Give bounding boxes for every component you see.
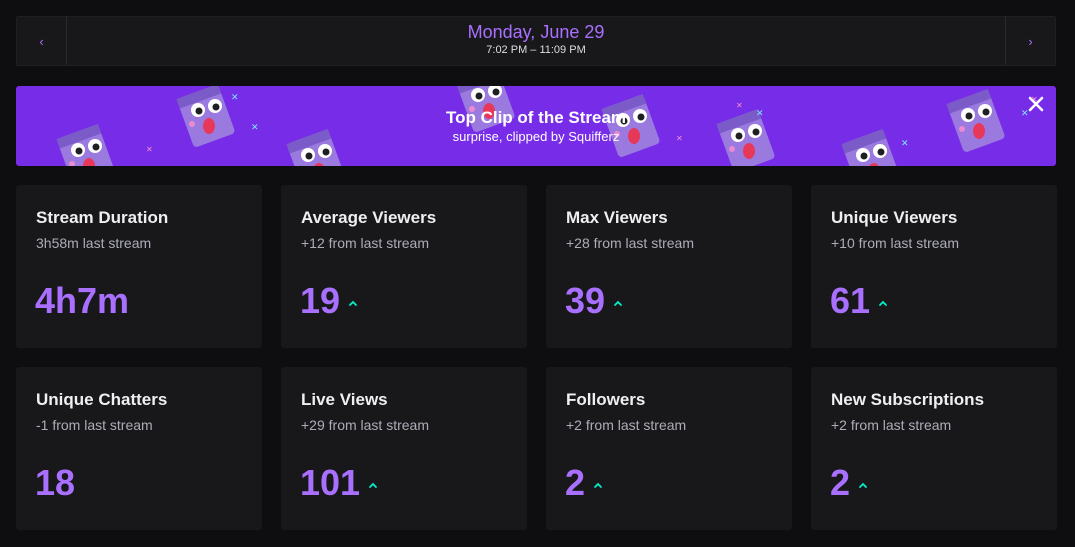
stat-comparison: +2 from last stream — [831, 417, 952, 433]
stat-comparison: +2 from last stream — [566, 417, 687, 433]
stat-value-row: 18 — [35, 461, 75, 505]
stat-value: 18 — [35, 462, 76, 503]
stat-value: 39 — [565, 280, 606, 321]
stat-title: Unique Chatters — [36, 390, 168, 409]
stat-value: 19 — [300, 280, 341, 321]
top-clip-info: Top Clip of the Stream surprise, clipped… — [16, 108, 1056, 146]
stat-title: Average Viewers — [301, 208, 437, 227]
banner-mascot-art: ✕ ✕ ✕ ✕ ✕ ✕ ✕ ✕ ✕ — [56, 86, 1038, 166]
trend-up-icon — [859, 482, 867, 488]
stat-comparison: +12 from last stream — [301, 235, 429, 251]
top-clip-banner[interactable]: ✕ ✕ ✕ ✕ ✕ ✕ ✕ ✕ ✕ Top Clip of the Stream… — [16, 86, 1056, 166]
stream-date: Monday, June 29 7:02 PM – 11:09 PM — [67, 17, 1005, 65]
stat-card: Stream Duration 3h58m last stream 4h7m — [16, 185, 262, 348]
stat-comparison: +29 from last stream — [301, 417, 429, 433]
stream-time-range: 7:02 PM – 11:09 PM — [486, 44, 586, 56]
top-clip-subtitle: surprise, clipped by Squifferz — [452, 129, 620, 144]
svg-text:✕: ✕ — [676, 134, 683, 143]
svg-text:✕: ✕ — [251, 123, 259, 133]
stat-title: New Subscriptions — [831, 390, 985, 409]
previous-stream-button[interactable]: ‹ — [17, 17, 67, 65]
stat-value: 2 — [830, 462, 851, 503]
top-clip-title: Top Clip of the Stream — [445, 108, 627, 127]
stat-comparison: +28 from last stream — [566, 235, 694, 251]
trend-up-icon — [369, 482, 377, 488]
svg-text:✕: ✕ — [736, 101, 743, 110]
stat-card: Max Viewers +28 from last stream 39 — [546, 185, 792, 348]
stat-value: 4h7m — [35, 280, 130, 321]
stat-card: Average Viewers +12 from last stream 19 — [281, 185, 527, 348]
chevron-left-icon: ‹ — [39, 33, 44, 49]
stat-value-row: 19 — [300, 279, 358, 323]
chevron-right-icon: › — [1028, 33, 1033, 49]
svg-text:✕: ✕ — [231, 93, 239, 103]
svg-text:✕: ✕ — [1031, 95, 1038, 104]
stat-value-row: 61 — [830, 279, 888, 323]
trend-up-icon — [614, 300, 622, 306]
svg-text:✕: ✕ — [756, 109, 764, 119]
close-icon — [1028, 96, 1044, 112]
stat-value: 2 — [565, 462, 586, 503]
trend-up-icon — [879, 300, 887, 306]
stat-comparison: -1 from last stream — [36, 417, 153, 433]
stat-title: Max Viewers — [566, 208, 668, 227]
stat-comparison: +10 from last stream — [831, 235, 959, 251]
stream-date-title: Monday, June 29 — [467, 22, 605, 42]
stat-comparison: 3h58m last stream — [36, 235, 152, 251]
close-banner-button[interactable] — [1026, 94, 1046, 114]
stat-title: Unique Viewers — [831, 208, 958, 227]
stat-title: Stream Duration — [36, 208, 169, 227]
stat-title: Followers — [566, 390, 646, 409]
stat-value: 101 — [300, 462, 361, 503]
next-stream-button[interactable]: › — [1005, 17, 1055, 65]
svg-text:✕: ✕ — [146, 145, 153, 154]
stat-card: Unique Chatters -1 from last stream 18 — [16, 367, 262, 530]
stat-title: Live Views — [301, 390, 388, 409]
stat-value: 61 — [830, 280, 871, 321]
stat-card: Unique Viewers +10 from last stream 61 — [811, 185, 1057, 348]
stat-value-row: 4h7m — [35, 279, 129, 323]
stat-value-row: 2 — [565, 461, 603, 505]
stat-value-row: 39 — [565, 279, 623, 323]
stat-value-row: 2 — [830, 461, 868, 505]
trend-up-icon — [349, 300, 357, 306]
svg-text:✕: ✕ — [901, 139, 909, 149]
stat-value-row: 101 — [300, 461, 378, 505]
stat-card: Live Views +29 from last stream 101 — [281, 367, 527, 530]
trend-up-icon — [594, 482, 602, 488]
svg-text:✕: ✕ — [1021, 109, 1029, 119]
stat-card: Followers +2 from last stream 2 — [546, 367, 792, 530]
stat-card: New Subscriptions +2 from last stream 2 — [811, 367, 1057, 530]
date-navigator: ‹ Monday, June 29 7:02 PM – 11:09 PM › — [16, 16, 1056, 66]
